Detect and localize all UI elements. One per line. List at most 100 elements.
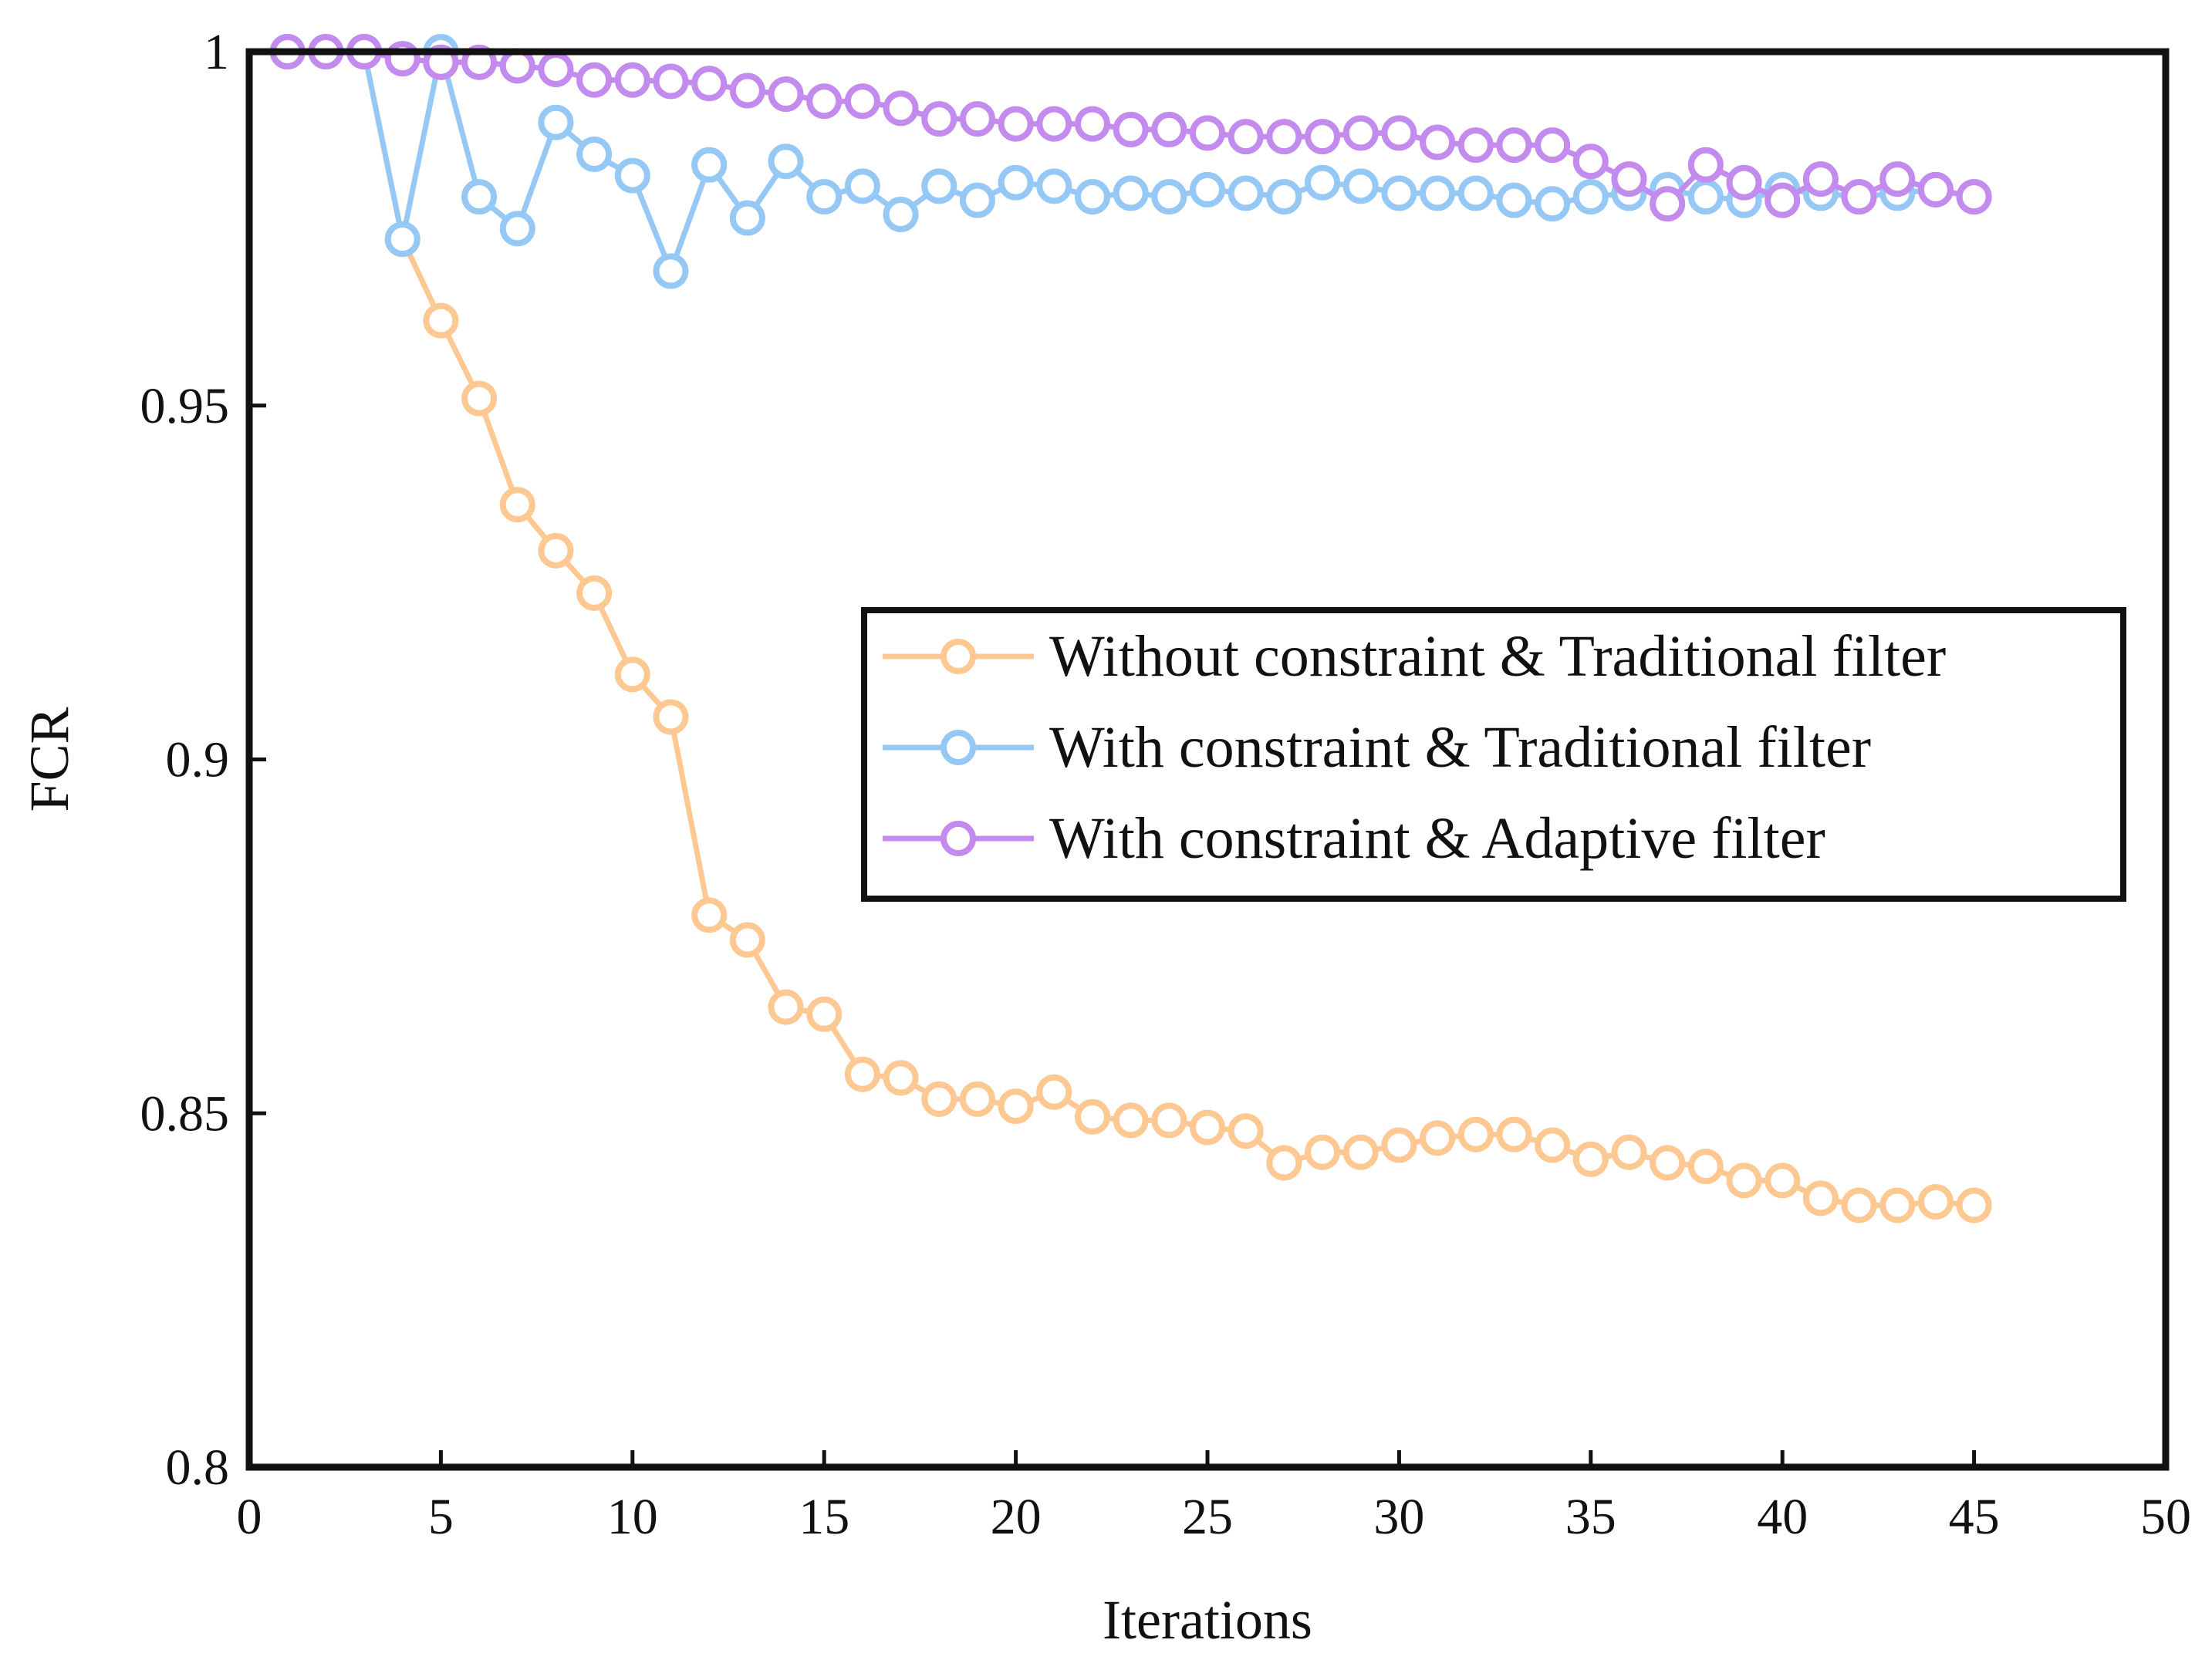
series-3-point: [1726, 164, 1762, 201]
series-1-point: [576, 575, 613, 611]
series-1-point: [653, 699, 689, 735]
series-2-point: [461, 179, 498, 215]
series-3-point: [998, 106, 1034, 142]
series-2-point: [1305, 164, 1341, 201]
series-1-point: [1879, 1187, 1916, 1223]
series-1-point: [1956, 1187, 1992, 1223]
series-2-point: [998, 164, 1034, 201]
series-3-point: [1841, 179, 1877, 215]
series-2-point: [1381, 175, 1417, 211]
series-2-point: [883, 197, 919, 233]
series-1-point: [1381, 1127, 1417, 1163]
series-1-point: [1151, 1102, 1187, 1139]
y-tick-label: 0.85: [140, 1085, 230, 1142]
series-1-point: [1535, 1127, 1571, 1163]
series-1-point: [461, 380, 498, 417]
series-2-point: [1266, 179, 1302, 215]
series-1-point: [499, 487, 535, 523]
series-1-point: [921, 1081, 957, 1117]
series-3-point: [1420, 124, 1456, 160]
series-2-point: [1535, 186, 1571, 222]
series-2-point: [1496, 182, 1532, 218]
series-1-point: [423, 302, 459, 339]
series-3-point: [1266, 119, 1302, 155]
legend-label-3: With constraint & Adaptive filter: [1049, 806, 1825, 871]
series-3-point: [653, 63, 689, 100]
series-3-point: [1572, 143, 1609, 180]
series-1-point: [1765, 1162, 1801, 1199]
series-1-point: [1266, 1145, 1302, 1181]
x-tick-label: 40: [1757, 1489, 1808, 1545]
series-3-point: [1765, 182, 1801, 218]
series-1-point: [1726, 1162, 1762, 1199]
x-tick-label: 30: [1373, 1489, 1424, 1545]
series-1-point: [1496, 1116, 1532, 1152]
series-2-point: [768, 143, 804, 180]
y-tick-label: 0.9: [166, 732, 230, 788]
series-3-point: [883, 90, 919, 127]
series-3-point: [1535, 127, 1571, 164]
series-3-point: [921, 101, 957, 137]
series-3-point: [538, 51, 574, 87]
series-2-point: [653, 253, 689, 289]
legend-marker-2: [941, 730, 976, 765]
series-1-point: [883, 1060, 919, 1096]
series-3-point: [1496, 127, 1532, 164]
series-3-point: [1036, 106, 1072, 142]
series-2-point: [538, 104, 574, 140]
series-1-point: [768, 989, 804, 1025]
series-1-point: [998, 1088, 1034, 1125]
series-3-point: [729, 73, 765, 109]
series-1-point: [691, 897, 728, 933]
series-1-point: [1228, 1113, 1264, 1149]
series-2-point: [614, 157, 650, 194]
series-3-point: [576, 62, 613, 98]
x-tick-label: 10: [607, 1489, 658, 1545]
series-2-point: [1572, 179, 1609, 215]
series-3-point: [1457, 127, 1494, 164]
legend-label-2: With constraint & Traditional filter: [1049, 715, 1871, 780]
series-1-point: [1841, 1187, 1877, 1223]
series-3-point: [1228, 119, 1264, 155]
x-tick-label: 5: [428, 1489, 454, 1545]
series-1-point: [806, 996, 843, 1032]
series-3-point: [1687, 147, 1724, 183]
x-tick-label: 50: [2140, 1489, 2191, 1545]
series-3-point: [1305, 119, 1341, 155]
plot-layer: [269, 34, 1992, 1223]
series-1-point: [1190, 1109, 1225, 1146]
series-2-point: [1342, 168, 1379, 204]
series-1-point: [1113, 1102, 1149, 1139]
series-3-point: [1650, 186, 1686, 222]
series-1-point: [614, 656, 650, 693]
series-2-point: [384, 221, 420, 258]
series-3-point: [691, 66, 728, 102]
series-1-point: [1074, 1098, 1110, 1135]
legend-label-1: Without constraint & Traditional filter: [1049, 624, 1946, 689]
y-axis-title: FCR: [19, 707, 80, 812]
series-1-point: [1917, 1183, 1954, 1220]
series-3-point: [1113, 111, 1149, 147]
series-2-point: [1420, 175, 1456, 211]
series-2-point: [1151, 179, 1187, 215]
series-1-point: [1687, 1149, 1724, 1185]
series-3-point: [614, 62, 650, 98]
ticks-layer: 0 5 10 15 20 25 30 35 40 45 50 0.8 0.85 0.9 0.95 1: [140, 24, 2192, 1545]
series-3-point: [1342, 115, 1379, 151]
y-tick-label: 0.95: [140, 378, 230, 434]
series-2-point: [1190, 171, 1225, 208]
series-1-point: [538, 532, 574, 569]
series-3-point: [768, 76, 804, 113]
series-3-point: [1956, 179, 1992, 215]
series-2-point: [1074, 179, 1110, 215]
series-1-point: [1650, 1145, 1686, 1181]
series-1-point: [1802, 1180, 1839, 1216]
series-1-point: [729, 922, 765, 958]
series-3-point: [1611, 161, 1647, 197]
x-axis-title: Iterations: [1103, 1589, 1312, 1651]
series-1-point: [1611, 1134, 1647, 1170]
series-1-point: [1036, 1074, 1072, 1110]
series-3-point: [1190, 115, 1225, 151]
x-tick-label: 35: [1565, 1489, 1616, 1545]
